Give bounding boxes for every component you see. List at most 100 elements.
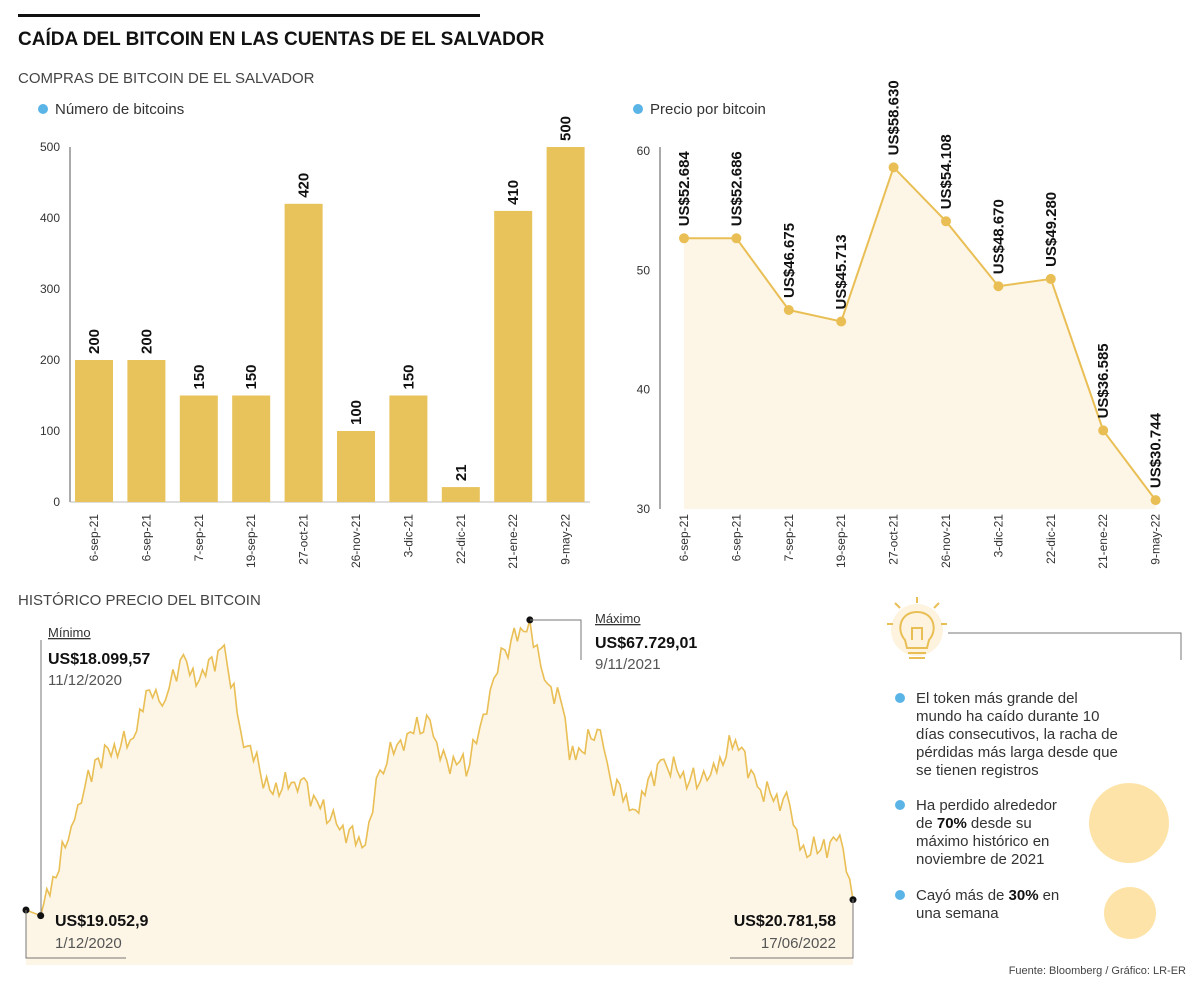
x-tick-label: 21-ene-22: [1096, 514, 1110, 569]
bar-value-label: 100: [348, 400, 365, 425]
x-tick-label: 3-dic-21: [401, 514, 415, 558]
x-tick-label: 7-sep-21: [192, 514, 206, 562]
note-2: Ha perdido alrededor de 70% desde su máxi…: [895, 797, 1061, 868]
price-line: [683, 165, 1157, 501]
note-1-line: se tienen registros: [916, 762, 1039, 779]
x-tick-label: 27-oct-21: [887, 514, 901, 565]
bullet-icon: [895, 890, 905, 900]
area-fill: [684, 167, 1156, 509]
page-title: CAÍDA DEL BITCOIN EN LAS CUENTAS DE EL S…: [18, 28, 545, 50]
bar: [494, 210, 533, 502]
bar-chart: 0 100 200 300 400 500 200 6-sep-21 200 6-sep-21 15…: [40, 116, 590, 569]
point-value-label: US$46.675: [781, 223, 798, 298]
marker-point: [526, 616, 534, 624]
data-point: [993, 281, 1004, 292]
data-point: [836, 316, 847, 327]
point-value-label: US$58.630: [886, 80, 903, 155]
x-tick-label: 9-may-22: [559, 514, 573, 565]
decor-circle-large: [1089, 783, 1169, 863]
annotation-start: US$19.052,9 1/12/2020: [25, 910, 149, 959]
point-value-label: US$52.686: [728, 151, 745, 226]
y-tick-label: 40: [637, 383, 651, 397]
note-1-line: pérdidas más larga desde que: [916, 744, 1118, 761]
history-chart: [22, 616, 857, 965]
x-tick-label: 9-may-22: [1149, 514, 1163, 565]
history-chart-title: HISTÓRICO PRECIO DEL BITCOIN: [18, 592, 261, 609]
data-point: [1150, 495, 1161, 506]
y-tick-label: 50: [637, 263, 651, 277]
bar-value-label: 200: [86, 329, 103, 354]
price-line: [25, 619, 854, 917]
y-tick-label: 60: [637, 144, 651, 158]
x-tick-label: 26-nov-21: [939, 514, 953, 568]
note-1: El token más grande del mundo ha caído d…: [895, 690, 1122, 779]
start-value: US$19.052,9: [55, 913, 149, 930]
svg-text:El token más grande del: El token más grande del mundo ha caído d…: [916, 690, 1122, 779]
point-value-label: US$49.280: [1043, 192, 1060, 267]
x-tick-label: 19-sep-21: [834, 514, 848, 568]
point-value-label: US$30.744: [1148, 412, 1165, 488]
end-value: US$20.781,58: [734, 913, 836, 930]
svg-text:Cayó más de 30%en una se: Cayó más de 30% en una semana: [916, 887, 1063, 922]
data-point: [731, 233, 742, 244]
bar: [179, 395, 218, 502]
data-point: [783, 305, 794, 316]
bar: [284, 203, 323, 503]
point-value-label: US$54.108: [938, 134, 955, 209]
title-rule: [18, 14, 480, 17]
bar: [127, 360, 166, 502]
note-1-line: días consecutivos, la racha de: [916, 726, 1118, 743]
x-tick-label: 3-dic-21: [991, 514, 1005, 558]
bar: [441, 487, 480, 502]
y-tick-label: 200: [40, 353, 60, 367]
legend-bar: Número de bitcoins: [55, 101, 184, 118]
note-3: Cayó más de 30% en una semana: [895, 887, 1063, 922]
annotation-end: US$20.781,58 17/06/2022: [730, 899, 854, 959]
point-value-label: US$45.713: [833, 234, 850, 309]
y-tick-label: 300: [40, 282, 60, 296]
x-tick-label: 6-sep-21: [87, 514, 101, 562]
x-tick-label: 19-sep-21: [244, 514, 258, 568]
data-point: [679, 233, 689, 244]
x-tick-label: 22-dic-21: [1044, 514, 1058, 564]
lightbulb-icon: [887, 597, 947, 659]
y-tick-label: 100: [40, 424, 60, 438]
x-tick-label: 6-sep-21: [139, 514, 153, 562]
bullet-icon: [895, 693, 905, 703]
y-tick-label: 0: [53, 495, 60, 509]
x-tick-label: 22-dic-21: [454, 514, 468, 564]
legend-dot-bar: [38, 104, 48, 114]
point-value-label: US$48.670: [990, 199, 1007, 274]
point-value-label: US$36.585: [1095, 343, 1112, 418]
legend-line: Precio por bitcoin: [650, 101, 766, 118]
bar: [75, 360, 113, 502]
x-tick-label: 27-oct-21: [297, 514, 311, 565]
start-date: 1/12/2020: [55, 935, 122, 952]
bar-value-label: 150: [191, 364, 208, 389]
line-chart: 30 40 50 60 US$52.684 6-sep-21 US$52.686 6-sep-…: [637, 80, 1165, 568]
data-point: [941, 216, 951, 227]
bar: [337, 431, 375, 502]
min-label: Mínimo: [48, 625, 91, 640]
data-point: [1098, 425, 1109, 436]
x-tick-label: 6-sep-21: [729, 514, 743, 562]
svg-text:Ha perdido alrededor de: Ha perdido alrededor de 70% desde su máxi…: [916, 797, 1061, 868]
notes-rule: [948, 632, 1182, 660]
max-value: US$67.729,01: [595, 635, 697, 652]
bar-value-label: 21: [453, 464, 470, 481]
legend-dot-line: [633, 104, 643, 114]
bar-value-label: 200: [138, 329, 155, 354]
source-credit: Fuente: Bloomberg / Gráfico: LR-ER: [1009, 965, 1186, 977]
marker-point: [37, 912, 45, 920]
max-label: Máximo: [595, 611, 641, 626]
area-fill: [26, 619, 853, 965]
annotation-min: Mínimo US$18.099,57 11/12/2020: [40, 625, 150, 912]
bar-value-label: 410: [505, 180, 522, 205]
x-tick-label: 26-nov-21: [349, 514, 363, 568]
y-tick-label: 400: [40, 211, 60, 225]
bullet-icon: [895, 800, 905, 810]
point-value-label: US$52.684: [676, 151, 693, 227]
y-tick-label: 30: [637, 502, 651, 516]
y-tick-label: 500: [40, 140, 60, 154]
